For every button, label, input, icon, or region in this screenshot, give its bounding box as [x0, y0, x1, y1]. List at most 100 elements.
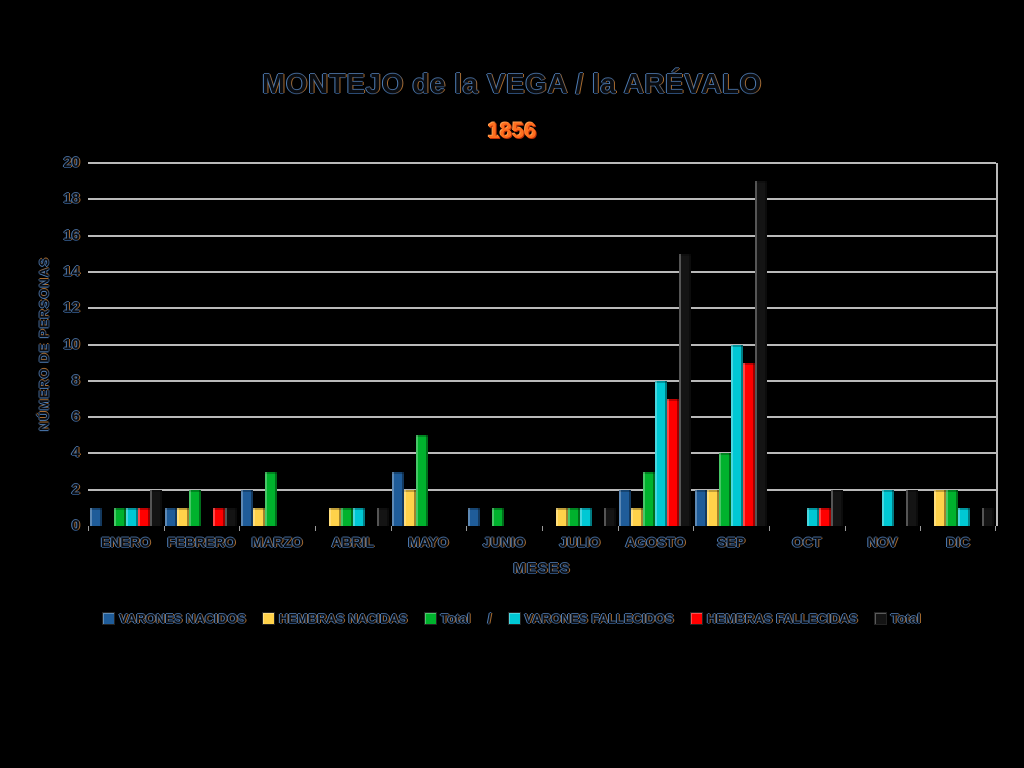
- bar-group-dic: [920, 163, 996, 526]
- y-tick-label: 16: [63, 226, 80, 244]
- gridline: [88, 270, 996, 273]
- bar: [830, 489, 843, 526]
- legend-item: Total: [874, 610, 921, 626]
- bar: [619, 489, 632, 526]
- x-category-label: JULIO: [559, 534, 601, 550]
- bar: [137, 507, 150, 526]
- bar: [492, 507, 505, 526]
- y-tick-label: 8: [71, 371, 80, 389]
- bar: [225, 507, 238, 526]
- bar: [882, 489, 895, 526]
- bar-group-marzo: [239, 163, 315, 526]
- x-tick: [769, 526, 770, 531]
- bar: [631, 507, 644, 526]
- bar-group-abril: [315, 163, 391, 526]
- bar: [707, 489, 720, 526]
- bar: [376, 507, 389, 526]
- bar: [189, 489, 202, 526]
- bar: [404, 489, 417, 526]
- bar: [667, 398, 680, 526]
- bar: [643, 471, 656, 526]
- legend-item: VARONES FALLECIDOS: [508, 610, 674, 626]
- legend-label: VARONES FALLECIDOS: [524, 610, 674, 626]
- bar-group-junio: [466, 163, 542, 526]
- x-category-label: FEBRERO: [167, 534, 236, 550]
- x-category-label: ENERO: [100, 534, 151, 550]
- x-tick: [315, 526, 316, 531]
- legend-label: Total: [890, 610, 921, 626]
- bar: [253, 507, 266, 526]
- plot-area: [88, 162, 998, 526]
- bar: [416, 435, 429, 526]
- y-tick-label: 0: [71, 517, 80, 534]
- x-category-label: OCT: [792, 534, 822, 550]
- legend-swatch-icon: [424, 612, 436, 624]
- gridline: [88, 307, 996, 310]
- bar-group-sep: [693, 163, 769, 526]
- legend-separator: /: [487, 610, 492, 626]
- y-tick-label: 2: [71, 480, 80, 498]
- bar: [679, 253, 692, 526]
- legend-item: VARONES NACIDOS: [103, 611, 246, 626]
- legend-swatch-icon: [874, 612, 886, 624]
- bar: [603, 507, 616, 526]
- bar: [468, 507, 481, 526]
- y-tick-label: 12: [63, 299, 80, 317]
- bar-group-febrero: [164, 163, 240, 526]
- bar-group-enero: [88, 163, 164, 526]
- x-tick: [390, 526, 392, 531]
- gridline: [88, 488, 996, 491]
- bar-group-agosto: [618, 163, 694, 526]
- bar: [982, 507, 995, 526]
- bar: [579, 507, 592, 526]
- legend-swatch-icon: [508, 612, 520, 624]
- x-category-label: JUNIO: [482, 534, 526, 550]
- x-category-label: MAYO: [408, 534, 449, 550]
- gridline: [88, 234, 996, 237]
- x-tick: [920, 526, 922, 531]
- bar: [165, 507, 178, 526]
- bar: [906, 489, 919, 526]
- x-axis-title: MESES: [513, 560, 571, 577]
- bar-group-nov: [845, 163, 921, 526]
- x-axis-ticks: [88, 526, 996, 532]
- bar: [567, 507, 580, 526]
- bar: [719, 453, 732, 526]
- legend-label: VARONES NACIDOS: [119, 610, 246, 626]
- x-category-label: ABRIL: [331, 534, 375, 550]
- bar-group-julio: [542, 163, 618, 526]
- bar: [392, 471, 405, 526]
- x-axis-labels: ENERO FEBRERO MARZO ABRIL MAYO JUNIO JULIO AGOS…: [88, 534, 996, 554]
- bar: [328, 507, 341, 526]
- bar: [806, 507, 819, 526]
- legend-label: HEMBRAS FALLECIDAS: [706, 610, 858, 626]
- x-tick: [466, 526, 468, 531]
- gridline: [88, 452, 996, 455]
- gridline: [88, 343, 996, 346]
- x-category-label: SEP: [717, 534, 746, 550]
- bar: [934, 489, 947, 526]
- y-tick-label: 18: [63, 190, 80, 208]
- y-tick-label: 20: [63, 154, 80, 171]
- gridline: [88, 379, 996, 382]
- bar: [213, 507, 226, 526]
- x-tick: [542, 526, 543, 531]
- bar: [743, 362, 756, 526]
- x-tick: [163, 526, 165, 531]
- gridline: [88, 162, 996, 164]
- x-tick: [88, 526, 89, 531]
- x-category-label: AGOSTO: [625, 534, 686, 550]
- legend-item: HEMBRAS NACIDAS: [263, 611, 408, 626]
- x-category-label: NOV: [867, 534, 898, 550]
- legend-swatch-icon: [263, 612, 274, 624]
- chart-title: MONTEJO de la VEGA / la ARÉVALO: [262, 68, 762, 99]
- bar-group-mayo: [391, 163, 467, 526]
- legend-label: Total: [440, 610, 471, 626]
- bar: [125, 507, 138, 526]
- bar: [958, 507, 971, 526]
- legend-swatch-icon: [103, 612, 115, 624]
- y-tick-label: 10: [63, 335, 80, 353]
- bar: [177, 507, 190, 526]
- bar: [149, 489, 162, 526]
